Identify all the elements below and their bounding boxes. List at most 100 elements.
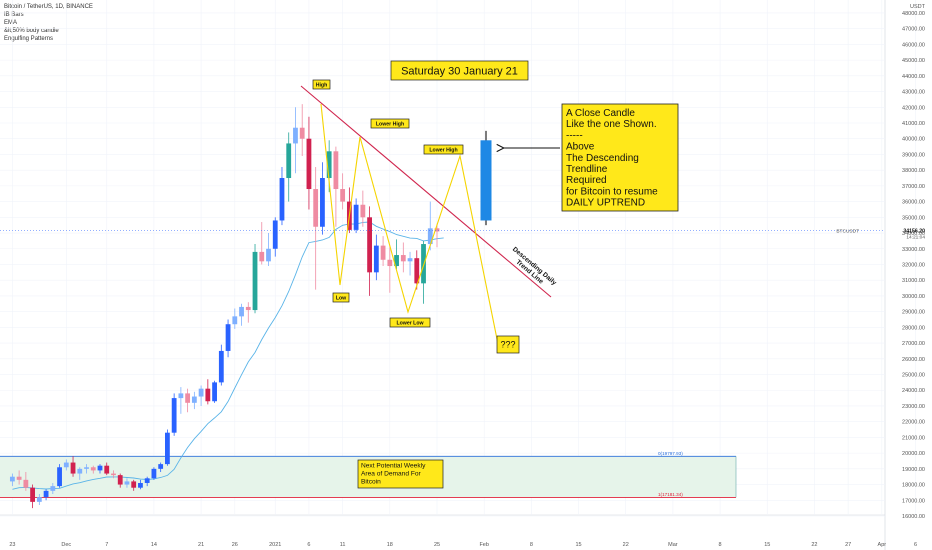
price-tick-label: 27000.00 [902,341,925,347]
price-tick-label: 25000.00 [902,373,925,379]
price-tick-label: 38000.00 [902,168,925,174]
candle-body [286,143,292,179]
price-tick-label: 42000.00 [902,105,925,111]
candle-body [205,388,211,402]
time-tick-label: 8 [719,542,722,548]
candle-body [387,259,393,267]
descending-trend-line [300,85,552,298]
candle-body [380,245,386,260]
candle-body [400,255,406,262]
candle-body [16,476,22,480]
price-tick-label: 47000.00 [902,27,925,33]
time-tick-label: Dec [61,542,71,548]
lower-high-label-1-box [370,118,410,129]
candle-body [367,217,372,273]
price-tick-label: 30000.00 [902,294,925,300]
price-tick-label: 44000.00 [902,74,925,80]
candle-body [9,476,15,482]
price-tick-label: 37000.00 [902,184,925,190]
lower-low-label: Lower Low [396,320,424,326]
lower-high-label-1: Lower High [376,121,404,127]
time-tick-label: Mar [668,542,678,548]
candle-body [299,127,305,139]
candle-body [158,464,164,469]
price-tick-label: 19000.00 [902,467,925,473]
candle-body [326,151,332,179]
candle-body [138,482,143,488]
candle-body [252,251,258,311]
time-tick-label: 7 [105,542,108,548]
y-axis[interactable]: 16000.00 17000.00 18000.00 19000.00 20000.00… [902,4,926,520]
price-tick-label: 16000.00 [902,514,925,520]
candle-body [171,398,177,433]
candle-body [218,350,224,383]
candle-body [191,396,197,403]
candle-body [373,245,379,273]
trendline-note-box [561,103,679,212]
legend-study-engulfing: Engulfing Patterns [4,36,54,42]
candle-body [90,467,96,471]
trendline-note-line: Required [566,175,607,186]
price-tick-label: 48000.00 [902,11,925,17]
price-tick-label: 40000.00 [902,137,925,143]
time-tick-label: 11 [340,542,346,548]
legend-study-ib-bars: IB Bars [4,12,24,18]
high-label-box [312,79,331,90]
drawings-layer [300,85,560,345]
price-tick-label: 39000.00 [902,152,925,158]
candle-body [266,248,271,262]
candle-body [84,467,89,469]
candle-body [97,465,103,471]
date-box-box [390,60,529,81]
trendline-note-line: The Descending [566,153,639,164]
price-tick-label: 46000.00 [902,42,925,48]
candle-body [320,178,325,227]
candle-body [131,481,137,488]
candle-body [353,204,359,230]
legend-symbol: Bitcoin / TetherUS, 1D, BINANCE [4,4,93,10]
candle-body [340,189,346,202]
x-axis: 23 Dec 7 14 21 26 2021 6 11 18 25 Feb 8 15 22 Mar 8 15 22 2… [9,542,917,548]
candles-layer [9,104,492,509]
time-tick-label: 15 [764,542,770,548]
candle-body [333,151,339,190]
candle-body [407,258,413,262]
candle-body [50,486,56,491]
candle-body [23,479,29,488]
price-tick-label: 31000.00 [902,278,925,284]
high-label: High [316,82,328,88]
candle-body [43,490,49,498]
time-tick-label: 26 [232,542,238,548]
price-tick-label: 32000.00 [902,262,925,268]
price-tag-countdown: 14:21:04 [906,235,925,241]
candle-body [117,475,123,485]
zone-upper-label: 0(19797.93) [658,451,683,456]
price-tick-label: 33000.00 [902,247,925,253]
demand-area-line: Bitcoin [361,479,381,486]
candle-body [414,258,420,284]
time-tick-label: 14 [151,542,157,548]
candle-body [245,306,251,311]
price-tag-value: 34156.20 [903,229,925,235]
price-tick-label: 24000.00 [902,388,925,394]
candle-body [360,204,366,218]
price-tag-symbol: BTCUSDT [836,229,859,235]
labels-layer: High Lower High Lower High Low Lower Low??? S… [0,60,925,489]
price-tick-label: 41000.00 [902,121,925,127]
trendline-note-line: for Bitcoin to resume [566,186,658,197]
trendline-note-line: DAILY UPTREND [566,198,645,209]
candle-body [225,324,231,351]
price-tick-label: 35000.00 [902,215,925,221]
time-tick-label: 18 [387,542,393,548]
trendline-note-line: Above [566,142,595,153]
trendline-note-line: ----- [566,130,583,141]
price-tick-label: 26000.00 [902,357,925,363]
legend-study-ema: EMA [4,20,18,26]
candle-body [36,497,42,502]
demand-area-line: Area of Demand For [361,471,422,478]
low-label: Low [336,295,347,301]
price-tick-label: 28000.00 [902,325,925,331]
legend-study-body-candle: &lt;50% body candle [4,28,59,34]
